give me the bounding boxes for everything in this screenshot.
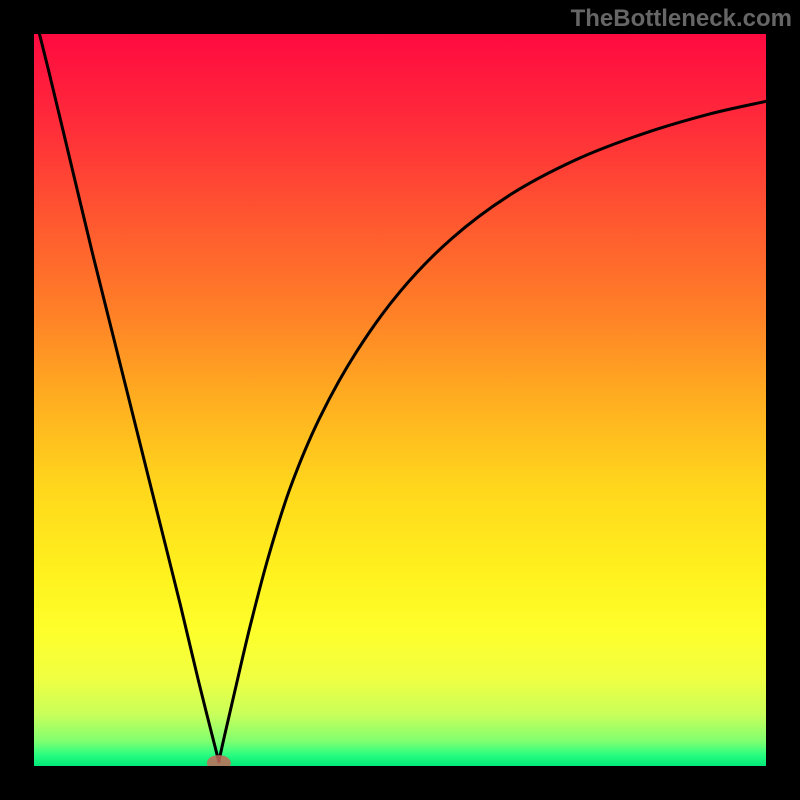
plot-background [34,34,766,766]
watermark-text: TheBottleneck.com [571,5,792,32]
bottleneck-chart: TheBottleneck.com [0,0,800,800]
